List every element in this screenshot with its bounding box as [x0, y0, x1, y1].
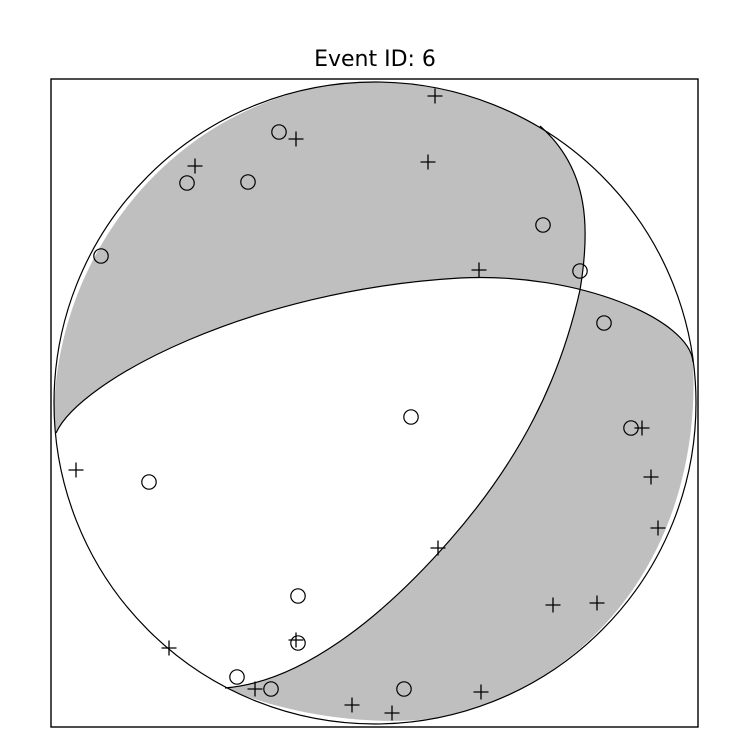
plus-polarity-marker [161, 640, 177, 656]
figure-title: Event ID: 6 [314, 47, 436, 72]
plus-polarity-marker [643, 469, 659, 485]
plot-frame [50, 78, 699, 728]
circle-polarity-marker [271, 124, 287, 140]
plus-polarity-marker [471, 262, 487, 278]
circle-polarity-marker [229, 669, 245, 685]
plus-polarity-marker [589, 595, 605, 611]
plus-polarity-marker [247, 681, 263, 697]
circle-polarity-marker [290, 588, 306, 604]
plus-polarity-marker [344, 697, 360, 713]
plus-polarity-marker [68, 462, 84, 478]
compression-polarity-markers [68, 88, 666, 721]
focal-sphere-outline [53, 81, 697, 725]
plus-polarity-marker [427, 88, 443, 104]
plus-polarity-marker [384, 705, 400, 721]
circle-polarity-marker [179, 175, 195, 191]
circle-polarity-marker [240, 174, 256, 190]
plus-polarity-marker [187, 158, 203, 174]
plus-polarity-marker [473, 684, 489, 700]
circle-polarity-marker [290, 635, 306, 651]
compression-quadrant-lower [225, 290, 694, 721]
circle-polarity-marker [623, 420, 639, 436]
plus-polarity-marker [288, 131, 304, 147]
plus-polarity-marker [430, 540, 446, 556]
plus-polarity-marker [545, 597, 561, 613]
circle-polarity-marker [572, 263, 588, 279]
circle-polarity-marker [93, 248, 109, 264]
circle-polarity-marker [596, 315, 612, 331]
dilatation-polarity-markers [93, 124, 639, 697]
circle-polarity-marker [403, 409, 419, 425]
nodal-plane-2 [224, 125, 586, 689]
circle-polarity-marker [263, 681, 279, 697]
plus-polarity-marker [650, 520, 666, 536]
plus-polarity-marker [634, 420, 650, 436]
circle-polarity-marker [535, 217, 551, 233]
plus-polarity-marker [420, 154, 436, 170]
nodal-plane-1 [55, 276, 694, 434]
circle-polarity-marker [396, 681, 412, 697]
circle-polarity-marker [141, 474, 157, 490]
compression-quadrant-upper [54, 82, 586, 433]
